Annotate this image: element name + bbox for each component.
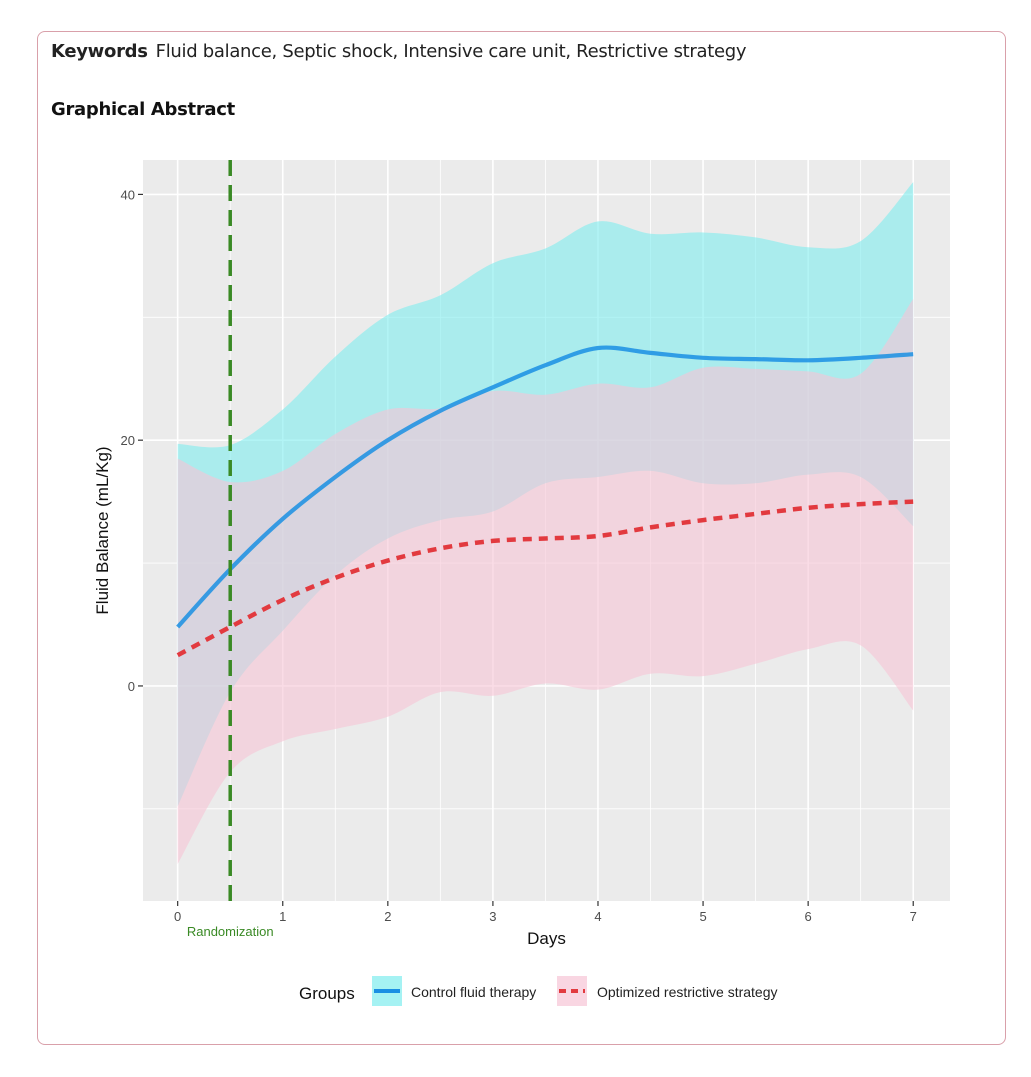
restrictive-confidence-band <box>177 298 914 865</box>
x-tick-label: 5 <box>699 909 706 924</box>
x-tick-label: 0 <box>174 909 181 924</box>
axes: 0 1 2 3 4 5 6 7 0 20 40 Randomization Days Fluid Bala… <box>93 187 917 948</box>
control-confidence-band <box>177 182 914 807</box>
y-tick-label: 40 <box>121 187 135 202</box>
restrictive-series-line <box>176 499 914 658</box>
x-axis-title: Days <box>527 929 566 948</box>
graphical-abstract-title: Graphical Abstract <box>51 99 235 120</box>
x-tick-label: 4 <box>594 909 601 924</box>
x-tick-label: 2 <box>384 909 391 924</box>
y-tick-label: 0 <box>128 679 135 694</box>
legend-title: Groups <box>299 984 355 1003</box>
legend-label-restrictive: Optimized restrictive strategy <box>597 984 778 1000</box>
legend-label-control: Control fluid therapy <box>411 984 536 1000</box>
keywords-text: Fluid balance, Septic shock, Intensive c… <box>155 41 747 62</box>
x-tick-label: 1 <box>279 909 286 924</box>
series-lines <box>176 345 914 658</box>
x-tick-label: 7 <box>910 909 917 924</box>
control-series-line <box>176 345 914 629</box>
confidence-bands <box>177 182 914 865</box>
y-axis-title: Fluid Balance (mL/Kg) <box>93 446 112 614</box>
randomization-label: Randomization <box>187 924 274 939</box>
x-tick-label: 3 <box>489 909 496 924</box>
x-tick-label: 6 <box>805 909 812 924</box>
keywords-label: Keywords <box>51 41 148 62</box>
legend: Groups Control fluid therapy Optimized res… <box>299 976 778 1006</box>
keywords-line: Keywords Fluid balance, Septic shock, Int… <box>51 41 747 62</box>
y-tick-label: 20 <box>121 433 135 448</box>
